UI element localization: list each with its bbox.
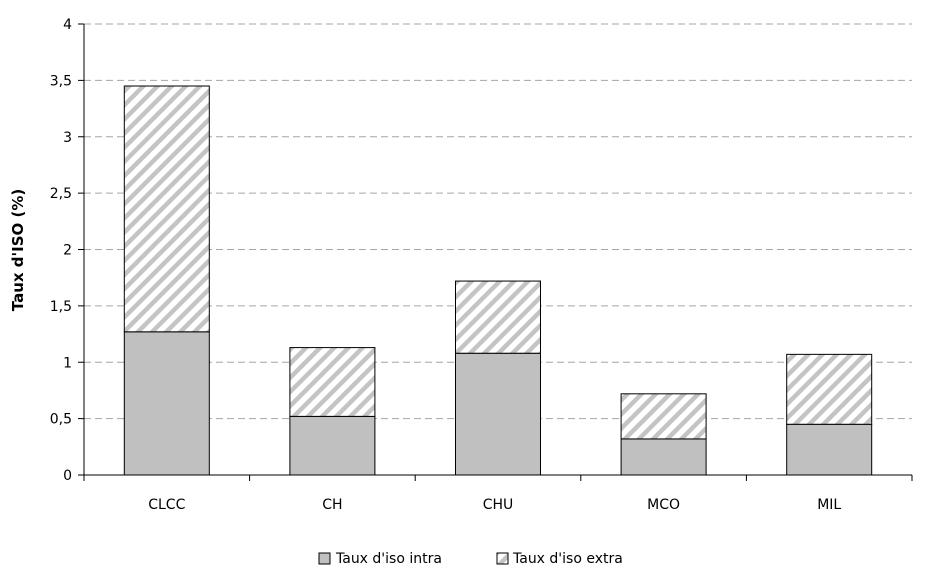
- bar-mco-extra: [620, 393, 707, 440]
- y-axis-label: Taux d'ISO (%): [9, 189, 27, 311]
- y-tick-label: 2: [63, 243, 72, 259]
- legend-swatch-intra: [318, 552, 331, 565]
- x-tick-label-ch: CH: [322, 497, 342, 513]
- y-tick-label: 3,5: [50, 73, 72, 89]
- y-tick-labels: 0 0,5 1 1,5 2 2,5 3 3,5 4: [50, 17, 72, 484]
- y-tick-label: 2,5: [50, 186, 72, 202]
- y-tick-label: 0: [63, 468, 72, 484]
- bar-clcc-intra: [123, 331, 210, 476]
- bar-ch-extra: [289, 347, 376, 417]
- bar-clcc-extra: [123, 85, 210, 333]
- bar-mil-intra: [786, 423, 873, 476]
- y-tick-label: 0,5: [50, 412, 72, 428]
- x-tick-labels: CLCC CH CHU MCO MIL: [148, 497, 841, 513]
- y-tick-label: 1: [63, 355, 72, 371]
- x-tick-label-mil: MIL: [817, 497, 841, 513]
- bars: [123, 85, 873, 476]
- x-tick-label-mco: MCO: [647, 497, 680, 513]
- legend-label-intra: Taux d'iso intra: [335, 551, 442, 567]
- x-tick-label-clcc: CLCC: [148, 497, 185, 513]
- y-tick-label: 1,5: [50, 299, 72, 315]
- bar-ch-intra: [289, 415, 376, 476]
- x-tick-label-chu: CHU: [483, 497, 514, 513]
- legend: Taux d'iso intra Taux d'iso extra: [318, 551, 623, 567]
- bar-chu-extra: [455, 280, 541, 354]
- y-tick-label: 4: [63, 17, 72, 33]
- legend-label-extra: Taux d'iso extra: [512, 551, 623, 567]
- legend-swatch-extra: [496, 552, 509, 565]
- axes: [78, 23, 913, 481]
- bar-mil-extra: [786, 353, 873, 425]
- bar-chu-intra: [455, 352, 541, 476]
- bar-mco-intra: [620, 438, 707, 476]
- y-tick-label: 3: [63, 130, 72, 146]
